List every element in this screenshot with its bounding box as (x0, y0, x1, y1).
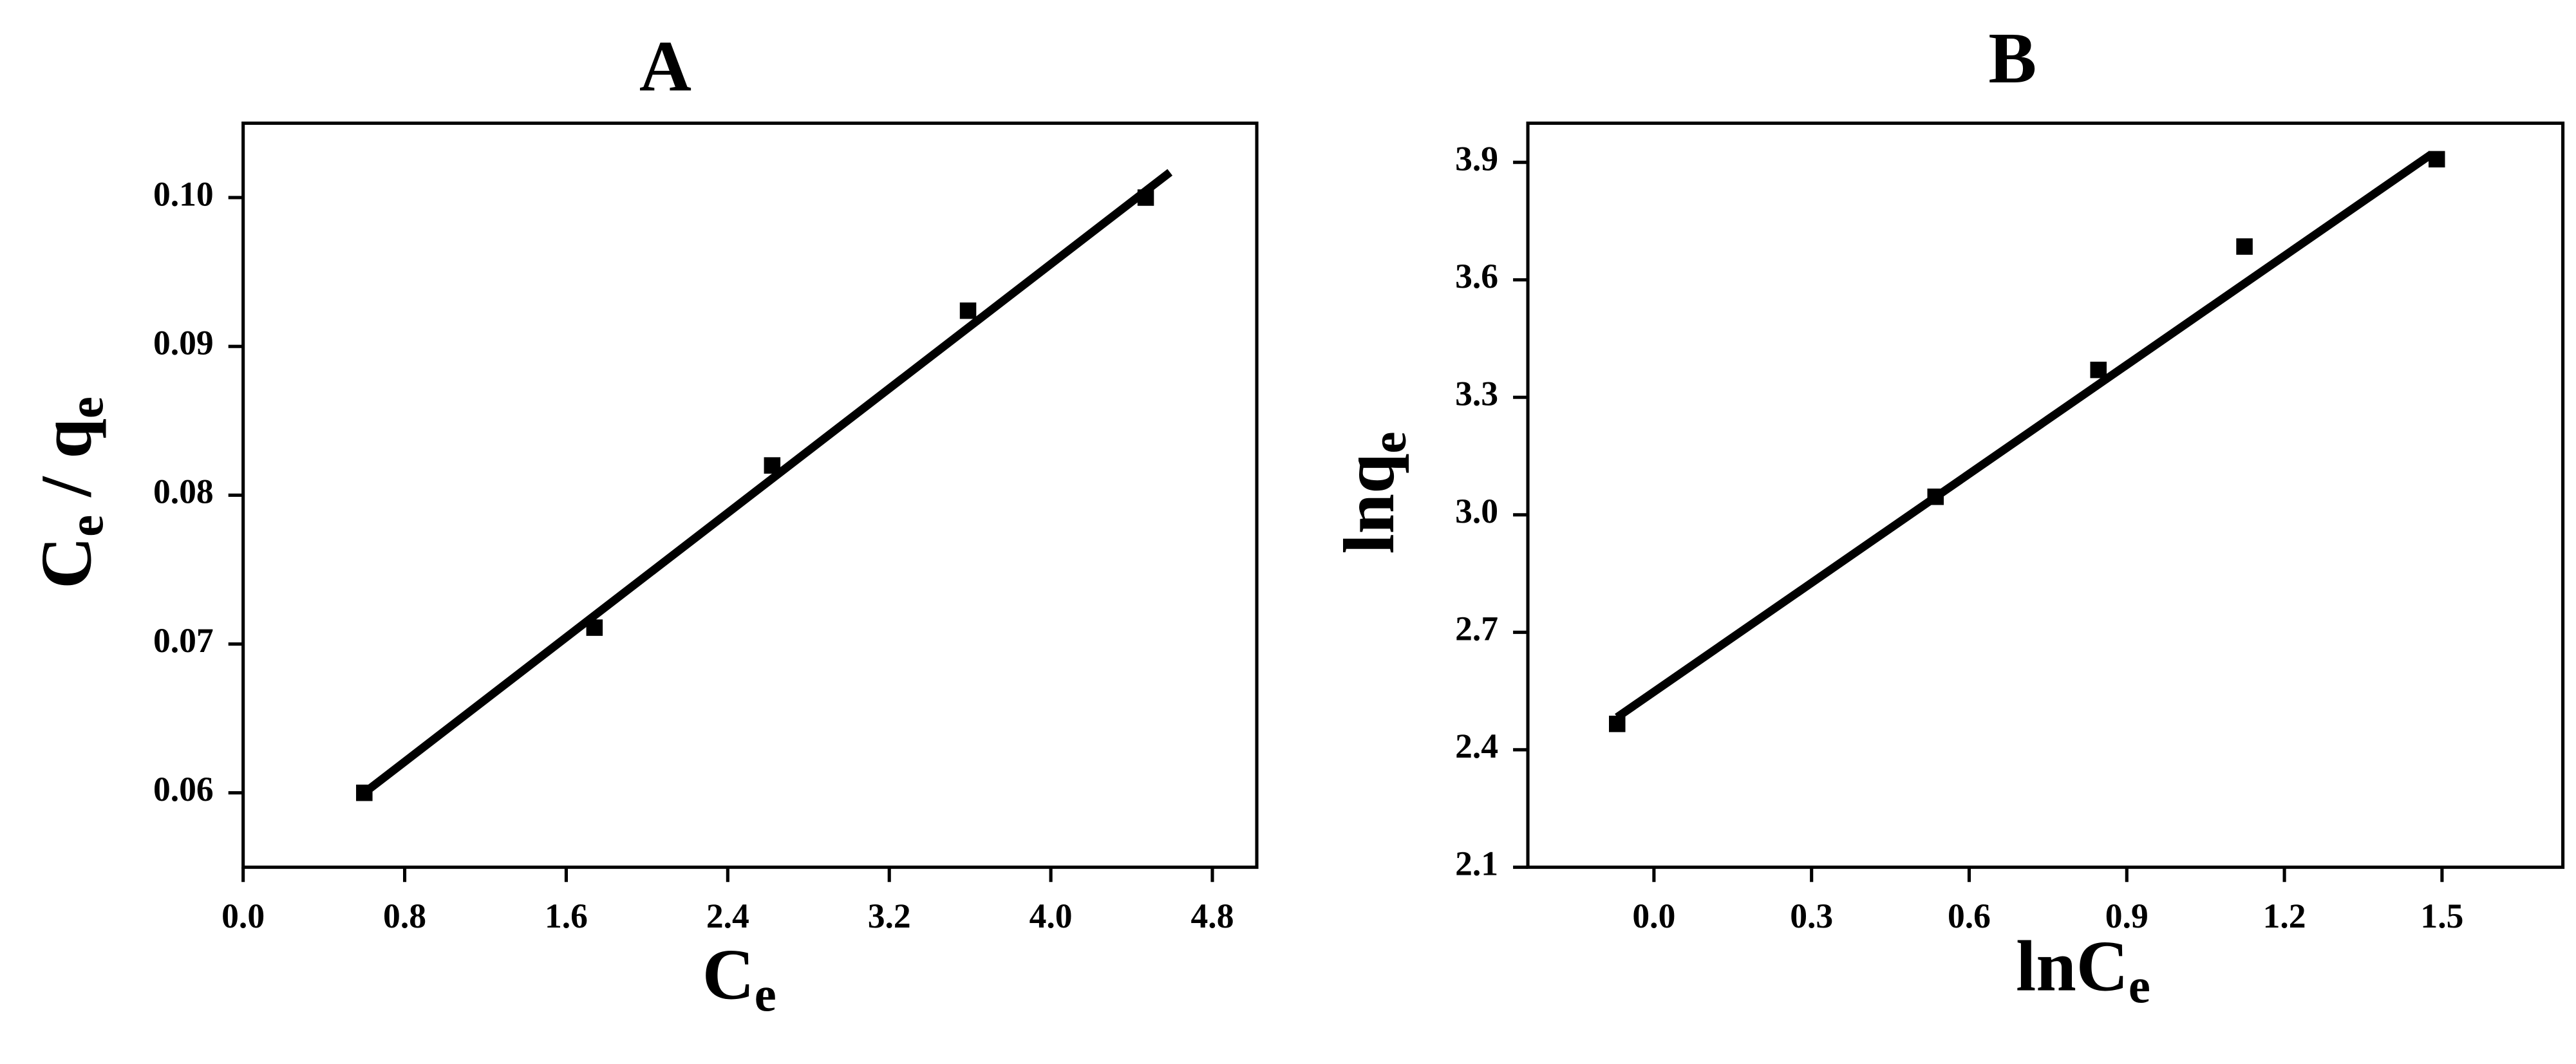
x-tick-label: 4.8 (1191, 897, 1234, 935)
axis-label-subscript: e (59, 397, 114, 418)
y-tick-label: 0.06 (153, 770, 214, 808)
x-tick-label: 4.0 (1029, 897, 1073, 935)
axis-label: Ce / qe (26, 397, 113, 589)
axis-label-subscript: e (1362, 431, 1416, 453)
y-tick-label: 0.09 (153, 323, 214, 362)
axis-label: Ce (702, 935, 776, 1022)
y-tick-label: 2.4 (1455, 727, 1498, 765)
axis-label-part: C (26, 537, 106, 589)
x-tick-label: 0.0 (1632, 897, 1675, 935)
data-point (2236, 238, 2253, 255)
y-tick-label: 0.08 (153, 472, 214, 511)
y-tick-label: 0.10 (153, 174, 214, 213)
y-tick-label: 3.3 (1455, 375, 1498, 413)
x-tick-label: 0.0 (221, 897, 265, 935)
fit-line (1615, 151, 2434, 721)
x-tick-label: 0.8 (383, 897, 426, 935)
axis-label-part: C (702, 935, 755, 1014)
chart: A 0.0 0.8 1.6 2.4 3.2 4.0 4.8 0.06 0.07 0.08 0.09 0.… (26, 27, 1259, 1022)
y-tick-label: 3.6 (1455, 257, 1498, 295)
x-tick-label: 0.9 (2105, 897, 2148, 935)
x-tick-label: 0.3 (1790, 897, 1833, 935)
axis-label-subscript: e (755, 967, 776, 1022)
axis-label-part: lnC (2016, 927, 2129, 1007)
plot-frame (1526, 121, 2565, 869)
axis-label-subscript: e (59, 515, 114, 537)
chart-title: A (639, 27, 691, 107)
data-point (959, 302, 977, 319)
y-tick-label: 2.7 (1455, 610, 1498, 648)
chart: B 0.0 0.3 0.6 0.9 1.2 1.5 2.1 2.4 2.7 3.0 3.3 3.6 3.9… (1330, 19, 2565, 1014)
y-tick-label: 3.0 (1455, 492, 1498, 530)
data-point (2090, 361, 2107, 378)
x-tick-label: 0.6 (1948, 897, 1991, 935)
axis-label: lnqe (1330, 431, 1416, 554)
x-tick-label: 3.2 (868, 897, 911, 935)
x-tick-label: 2.4 (706, 897, 749, 935)
x-tick-label: 1.2 (2263, 897, 2306, 935)
y-tick-label: 2.1 (1455, 845, 1498, 883)
fit-line (361, 169, 1173, 796)
x-tick-label: 1.6 (545, 897, 588, 935)
y-tick-label: 0.07 (153, 621, 214, 660)
axis-label-part: lnq (1330, 453, 1409, 554)
x-tick-label: 1.5 (2420, 897, 2463, 935)
axis-label: lnCe (2016, 927, 2150, 1014)
chart-title: B (1988, 19, 2036, 98)
axis-label-part: / q (26, 418, 106, 515)
axis-label-subscript: e (2129, 959, 2150, 1014)
y-tick-label: 3.9 (1455, 140, 1498, 178)
